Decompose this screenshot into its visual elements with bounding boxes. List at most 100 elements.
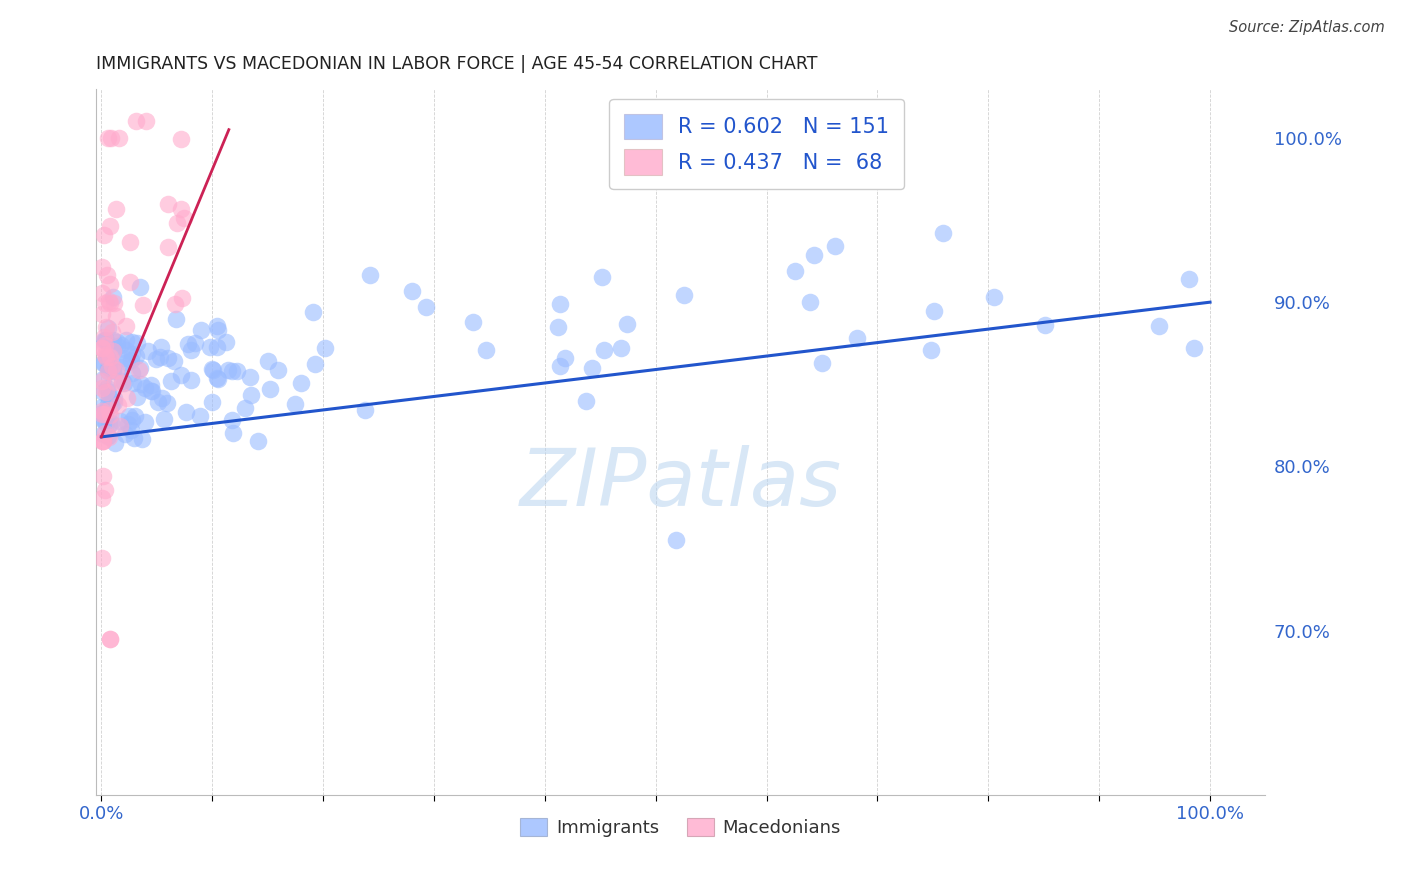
Point: [170, 291, 193, 305]
Point: [110, 374, 132, 388]
Point: [107, 131, 129, 145]
Point: [149, 350, 172, 364]
Point: [548, 359, 571, 373]
Point: [112, 351, 135, 365]
Point: [174, 405, 197, 419]
Point: [105, 310, 128, 324]
Point: [96, 131, 118, 145]
Point: [156, 239, 179, 253]
Point: [202, 363, 225, 377]
Point: [201, 361, 224, 376]
Point: [139, 384, 162, 399]
Point: [94, 320, 117, 334]
Point: [97, 417, 120, 432]
Point: [121, 366, 143, 380]
Point: [100, 325, 122, 339]
Point: [924, 304, 946, 318]
Point: [107, 398, 129, 412]
Point: [125, 390, 148, 404]
Point: [105, 339, 128, 353]
Point: [799, 295, 821, 310]
Point: [170, 202, 193, 216]
Point: [103, 295, 125, 310]
Text: Source: ZipAtlas.com: Source: ZipAtlas.com: [1229, 20, 1385, 35]
Point: [100, 416, 122, 430]
Point: [221, 425, 243, 440]
Point: [156, 396, 179, 410]
Point: [198, 340, 221, 354]
Point: [157, 351, 180, 366]
Point: [165, 311, 187, 326]
Point: [121, 347, 143, 361]
Point: [163, 297, 186, 311]
Point: [93, 228, 115, 243]
Point: [115, 319, 138, 334]
Point: [207, 372, 229, 386]
Point: [103, 290, 125, 304]
Point: [100, 131, 122, 145]
Point: [177, 336, 200, 351]
Point: [205, 340, 228, 354]
Point: [93, 407, 115, 421]
Point: [134, 415, 156, 429]
Point: [98, 294, 121, 309]
Point: [207, 319, 229, 334]
Point: [91, 434, 114, 449]
Point: [91, 286, 114, 301]
Point: [267, 363, 290, 377]
Point: [101, 396, 124, 410]
Point: [98, 402, 121, 417]
Point: [415, 300, 437, 314]
Point: [354, 403, 377, 417]
Point: [112, 376, 135, 390]
Point: [91, 407, 114, 421]
Point: [115, 355, 138, 369]
Point: [97, 384, 120, 398]
Point: [259, 382, 281, 396]
Point: [118, 409, 141, 424]
Point: [609, 341, 631, 355]
Point: [91, 469, 114, 483]
Point: [233, 401, 256, 415]
Point: [110, 338, 132, 352]
Point: [104, 363, 127, 377]
Point: [93, 356, 115, 370]
Point: [131, 432, 153, 446]
Point: [188, 409, 211, 424]
Legend: R = 0.602   N = 151, R = 0.437   N =  68: R = 0.602 N = 151, R = 0.437 N = 68: [609, 99, 904, 189]
Point: [146, 395, 169, 409]
Point: [920, 343, 942, 357]
Point: [104, 376, 127, 390]
Point: [575, 394, 598, 409]
Point: [785, 264, 807, 278]
Point: [91, 406, 114, 420]
Point: [97, 429, 120, 443]
Point: [91, 307, 114, 321]
Point: [124, 409, 146, 424]
Point: [91, 356, 114, 370]
Point: [135, 114, 157, 128]
Point: [98, 390, 121, 404]
Point: [118, 235, 141, 249]
Text: ZIPatlas: ZIPatlas: [520, 445, 842, 524]
Point: [103, 391, 125, 405]
Point: [304, 357, 326, 371]
Point: [91, 400, 114, 414]
Point: [121, 334, 143, 349]
Point: [163, 353, 186, 368]
Point: [101, 345, 124, 359]
Point: [359, 268, 381, 283]
Point: [96, 381, 118, 395]
Point: [91, 381, 114, 395]
Point: [97, 397, 120, 411]
Point: [811, 356, 834, 370]
Point: [239, 370, 262, 384]
Point: [101, 363, 124, 377]
Point: [100, 219, 122, 233]
Point: [101, 364, 124, 378]
Point: [190, 323, 212, 337]
Point: [301, 305, 323, 319]
Point: [548, 297, 571, 311]
Point: [97, 430, 120, 444]
Point: [128, 360, 150, 375]
